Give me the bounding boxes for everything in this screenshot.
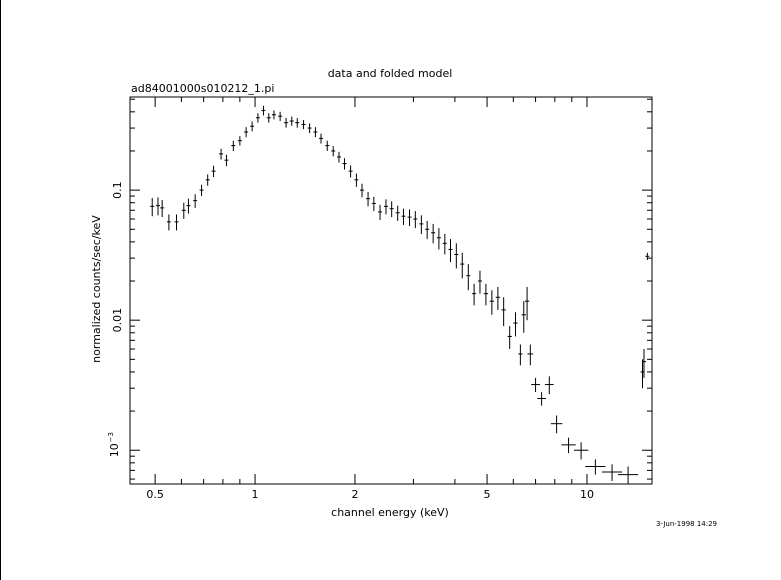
data-point [460,252,465,279]
data-point [325,140,330,151]
data-point [601,464,623,482]
data-point [389,201,394,218]
data-point [495,286,501,310]
data-point [266,113,271,123]
data-point [155,197,160,216]
data-point [271,110,276,120]
data-point [472,283,477,306]
data-point [507,326,512,350]
data-point [401,208,406,225]
data-point [348,165,353,178]
data-point [219,148,224,160]
data-point [313,127,318,138]
data-point [336,151,341,163]
data-point [250,121,255,132]
data-point [413,211,418,229]
data-point [354,173,359,187]
y-tick-label: 0.01 [111,308,124,333]
data-point [284,118,289,128]
data-point [454,243,459,269]
data-point [501,297,506,327]
data-point [531,377,540,393]
data-point [431,223,436,244]
data-point [237,136,242,146]
data-point [205,174,210,186]
y-tick-exponent: −3 [107,432,115,442]
data-point [489,290,495,315]
x-tick-label: 2 [351,488,358,501]
data-point [150,197,155,217]
data-point [181,202,186,219]
data-point [301,120,306,130]
data-point [436,228,441,250]
data-point [524,286,530,321]
data-point [573,442,589,460]
data-point [518,344,523,366]
x-tick-label: 10 [580,488,594,501]
data-point [425,220,430,240]
data-point [527,344,534,366]
data-point [244,127,249,138]
data-point [166,214,171,231]
data-point [318,133,323,144]
data-point [378,204,383,220]
data-point [366,191,371,207]
data-point [295,118,300,128]
data-point [550,415,563,434]
left-border [0,0,1,580]
chart-title: data and folded model [328,67,453,80]
data-point [585,459,606,475]
chart-subtitle: ad84001000s010212_1.pi [131,82,274,95]
data-point [419,215,424,234]
data-point [211,165,216,178]
timestamp: 3-Jun-1998 14:29 [656,520,717,528]
data-point [224,154,229,167]
x-tick-label: 1 [252,488,259,501]
data-point [261,105,266,116]
data-point [641,349,646,378]
data-point [466,264,471,291]
data-point [477,270,482,294]
data-point [521,301,526,333]
data-point [483,283,489,306]
x-axis-label: channel energy (keV) [331,506,449,519]
data-point [407,209,412,226]
data-point [342,158,347,170]
data-point [561,437,576,454]
data-point [383,199,388,215]
data-point [199,184,204,197]
data-point [360,183,365,198]
x-tick-label: 0.5 [146,488,164,501]
data-point [307,123,312,134]
data-point [544,376,554,395]
data-point [193,194,198,208]
data-point [442,233,447,255]
data-point [448,239,453,263]
data-point [278,111,283,121]
y-tick-label: 10 [108,443,121,457]
data-point [331,146,336,157]
data-point [371,196,376,212]
data-point [255,113,260,123]
x-tick-label: 5 [484,488,491,501]
y-axis-label: normalized counts/sec/keV [90,215,103,363]
data-point [395,205,400,221]
data-point [289,116,294,126]
data-point [174,214,179,231]
data-points [150,105,650,484]
data-point [617,466,639,484]
data-point [160,199,165,218]
data-point [645,252,650,261]
plot-frame [129,96,653,485]
data-point [186,198,191,214]
data-point [513,312,518,337]
data-point [537,392,546,406]
y-tick-label: 0.1 [111,181,124,199]
data-point [231,140,236,151]
